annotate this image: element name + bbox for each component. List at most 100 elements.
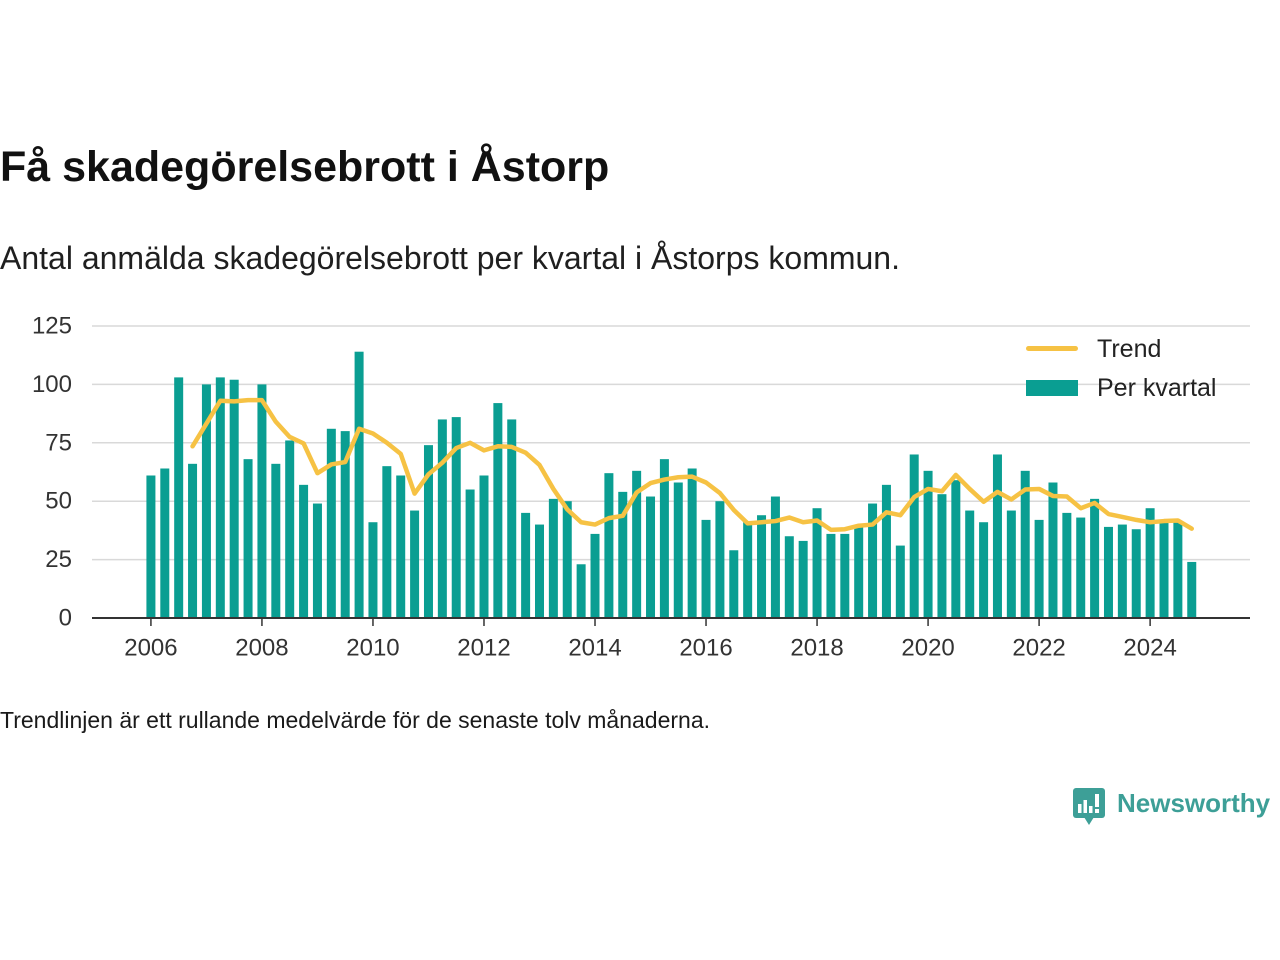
bar-2022-10-01: [1076, 517, 1086, 618]
x-tick-label: 2012: [457, 635, 510, 662]
bar-2020-01-01: [923, 470, 933, 618]
legend: Trend Per kvartal: [1026, 330, 1252, 408]
x-axis-ticks: 2006 2008 2010 2012 2014 2016 2018 2020 2022 2024: [124, 618, 1177, 662]
y-tick-label: 50: [45, 488, 72, 515]
bar-2015-01-01: [646, 496, 656, 618]
bar-2018-07-01: [840, 533, 850, 618]
bar-2014-10-01: [632, 470, 642, 618]
bar-2021-01-01: [979, 522, 989, 618]
bar-2023-07-01: [1117, 524, 1127, 618]
x-tick-label: 2016: [679, 635, 732, 662]
bar-2017-04-01: [770, 496, 780, 618]
bar-2010-01-01: [368, 522, 378, 618]
chart-title: Få skadegörelsebrott i Åstorp: [0, 143, 610, 191]
bar-2019-04-01: [881, 484, 891, 618]
bar-2010-10-01: [410, 510, 420, 618]
x-tick-label: 2010: [346, 635, 399, 662]
bar-2015-07-01: [673, 482, 683, 618]
bar-2020-04-01: [937, 494, 947, 618]
bar-2007-01-01: [201, 384, 211, 618]
bar-2008-01-01: [257, 384, 267, 618]
chart-footnote: Trendlinjen är ett rullande medelvärde f…: [0, 707, 711, 733]
y-tick-label: 100: [32, 371, 72, 398]
bar-2024-04-01: [1159, 522, 1169, 618]
x-tick-label: 2022: [1012, 635, 1065, 662]
bar-2006-04-01: [160, 468, 170, 618]
bar-2018-10-01: [854, 526, 864, 618]
bar-2022-07-01: [1062, 512, 1072, 618]
bar-2013-01-01: [535, 524, 544, 618]
bar-2014-04-01: [604, 473, 614, 618]
x-tick-label: 2024: [1123, 635, 1176, 662]
bar-2012-07-01: [507, 419, 517, 618]
bar-2018-01-01: [812, 508, 822, 618]
bar-2016-01-01: [701, 519, 711, 618]
y-axis-ticks: 0 25 50 75 100 125: [32, 313, 72, 632]
bar-2020-07-01: [951, 480, 961, 618]
bar-2019-01-01: [868, 503, 878, 618]
legend-trend-swatch: [1026, 346, 1078, 351]
bar-2015-04-01: [659, 459, 669, 618]
bar-2020-10-01: [965, 510, 975, 618]
x-tick-label: 2006: [124, 635, 177, 662]
bar-2014-07-01: [618, 491, 628, 618]
bar-2009-01-01: [312, 503, 322, 618]
bar-2012-01-01: [479, 475, 489, 618]
bar-2009-10-01: [354, 351, 364, 618]
bar-2016-10-01: [743, 522, 753, 618]
bar-2008-07-01: [285, 440, 295, 618]
bar-2023-01-01: [1090, 498, 1100, 618]
bar-2018-04-01: [826, 533, 836, 618]
legend-per-kvartal-label: Per kvartal: [1097, 374, 1217, 402]
bar-2007-07-01: [229, 379, 239, 618]
y-tick-label: 25: [45, 546, 72, 573]
bar-2022-01-01: [1034, 519, 1044, 618]
bar-2011-01-01: [423, 445, 433, 618]
brand-name: Newsworthy: [1117, 788, 1271, 818]
bar-2009-07-01: [340, 431, 350, 618]
bar-2012-04-01: [493, 403, 503, 618]
bar-2021-10-01: [1020, 470, 1030, 618]
y-tick-label: 0: [59, 605, 72, 632]
x-tick-label: 2008: [235, 635, 288, 662]
bar-2008-10-01: [299, 484, 309, 618]
bar-2008-04-01: [271, 463, 281, 618]
legend-trend-label: Trend: [1097, 335, 1162, 363]
bar-2010-04-01: [382, 466, 392, 618]
bar-2023-04-01: [1103, 526, 1113, 618]
bar-2011-10-01: [465, 489, 475, 618]
x-tick-label: 2018: [790, 635, 843, 662]
bar-2019-10-01: [909, 454, 919, 618]
bar-2022-04-01: [1048, 482, 1058, 618]
x-tick-label: 2020: [901, 635, 954, 662]
bar-2010-07-01: [396, 475, 406, 618]
bar-2011-04-01: [437, 419, 447, 618]
y-tick-label: 125: [32, 313, 72, 340]
chart-subtitle: Antal anmälda skadegörelsebrott per kvar…: [0, 240, 900, 276]
newsworthy-logo-icon: [1073, 788, 1105, 825]
legend-item-per-kvartal: Per kvartal: [1026, 369, 1252, 407]
bar-2024-10-01: [1187, 561, 1197, 618]
trend-series: [190, 397, 1194, 533]
bar-2012-10-01: [521, 512, 531, 618]
bar-2006-07-01: [174, 377, 184, 618]
bar-2017-07-01: [784, 536, 794, 618]
bar-2019-07-01: [895, 545, 905, 618]
bar-2014-01-01: [590, 533, 600, 618]
bar-2006-01-01: [146, 475, 156, 618]
y-tick-label: 75: [45, 429, 72, 456]
brand-logo: Newsworthy: [1073, 786, 1273, 828]
bar-2007-04-01: [215, 377, 225, 618]
bar-2007-10-01: [243, 459, 253, 618]
bar-2017-10-01: [798, 540, 808, 618]
bar-2006-10-01: [188, 463, 198, 618]
bar-2024-01-01: [1145, 508, 1155, 618]
bar-2015-10-01: [687, 468, 697, 618]
bar-2009-04-01: [326, 428, 336, 618]
bar-2013-07-01: [562, 501, 572, 618]
legend-item-trend: Trend: [1026, 330, 1252, 368]
legend-per-kvartal-swatch: [1026, 380, 1078, 396]
bar-2013-04-01: [548, 498, 558, 618]
bar-2017-01-01: [757, 515, 767, 618]
